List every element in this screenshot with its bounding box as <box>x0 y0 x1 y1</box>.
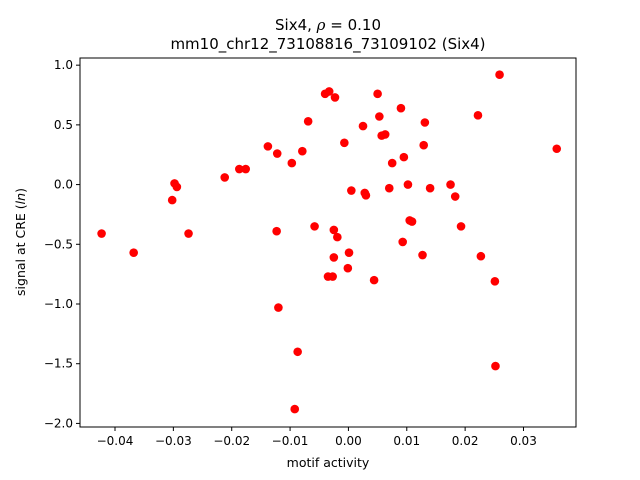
data-point-13 <box>287 158 297 168</box>
x-tick-label-2: −0.02 <box>213 434 250 448</box>
title-value: = 0.10 <box>325 16 381 34</box>
data-point-51 <box>446 180 455 189</box>
data-point-31 <box>358 121 368 131</box>
axes-frame <box>79 57 577 428</box>
y-axis-label-suffix: ) <box>13 188 28 193</box>
data-point-56 <box>490 277 500 286</box>
x-tick-label-1: −0.03 <box>155 434 192 448</box>
points-layer <box>97 70 562 414</box>
y-tick-label-2: −1.0 <box>44 297 73 311</box>
chart-subtitle: mm10_chr12_73108816_73109102 (Six4) <box>170 35 485 54</box>
chart-title: Six4, ρ = 0.10 <box>275 16 381 34</box>
data-point-41 <box>396 103 406 113</box>
x-tick-label-7: 0.03 <box>510 434 537 448</box>
x-tick-label-3: −0.01 <box>272 434 309 448</box>
data-point-55 <box>476 251 486 261</box>
x-tick-label-5: 0.01 <box>393 434 420 448</box>
y-axis-label-italic: ln <box>13 193 28 204</box>
data-point-38 <box>380 130 390 139</box>
x-axis-label: motif activity <box>287 455 370 470</box>
data-point-43 <box>399 152 409 162</box>
y-axis-label-prefix: signal at CRE ( <box>13 204 28 296</box>
data-point-33 <box>361 191 371 200</box>
y-tick-label-0: −2.0 <box>44 416 73 430</box>
data-point-23 <box>329 225 339 235</box>
data-point-42 <box>398 237 407 247</box>
x-tick-label-6: 0.02 <box>452 434 479 448</box>
data-point-48 <box>419 140 429 150</box>
data-point-50 <box>425 183 435 193</box>
data-point-8 <box>241 164 251 174</box>
data-point-4 <box>172 182 182 192</box>
data-point-52 <box>450 192 460 201</box>
data-point-6 <box>220 173 230 182</box>
y-axis-label: signal at CRE (ln) <box>13 188 28 296</box>
data-point-21 <box>324 87 334 96</box>
data-point-26 <box>333 232 342 242</box>
ticks-layer: −0.04 −0.03 −0.02 −0.01 0.00 0.01 0.02 0.03 −2.0… <box>44 58 537 448</box>
data-point-36 <box>375 112 384 121</box>
title-main: Six4, <box>275 16 317 34</box>
data-point-30 <box>347 186 356 195</box>
data-point-15 <box>293 347 302 357</box>
data-point-12 <box>274 303 283 312</box>
data-point-47 <box>418 250 427 260</box>
data-point-7 <box>235 164 244 174</box>
data-point-24 <box>329 253 339 262</box>
data-point-35 <box>373 89 382 99</box>
data-point-39 <box>384 183 394 193</box>
data-point-11 <box>272 149 282 158</box>
data-point-28 <box>343 263 353 273</box>
data-point-0 <box>97 229 106 238</box>
data-point-54 <box>473 111 483 120</box>
y-tick-label-5: 0.5 <box>54 118 73 132</box>
data-point-18 <box>310 222 319 231</box>
data-point-22 <box>328 272 337 281</box>
y-tick-label-1: −1.5 <box>44 357 73 371</box>
y-tick-label-4: 0.0 <box>54 178 73 192</box>
data-point-59 <box>552 144 562 154</box>
x-tick-label-4: 0.00 <box>335 434 362 448</box>
data-point-9 <box>263 142 273 151</box>
data-point-17 <box>303 116 313 126</box>
x-tick-label-0: −0.04 <box>97 434 134 448</box>
y-tick-label-6: 1.0 <box>54 58 73 72</box>
data-point-46 <box>407 217 417 226</box>
data-point-53 <box>456 222 466 231</box>
data-point-27 <box>340 138 349 148</box>
data-point-29 <box>344 248 354 257</box>
y-tick-label-3: −0.5 <box>44 237 73 251</box>
data-point-10 <box>272 226 281 236</box>
data-point-44 <box>403 180 413 189</box>
data-point-5 <box>184 229 193 238</box>
title-rho: ρ <box>316 16 326 34</box>
data-point-57 <box>491 361 500 371</box>
data-point-58 <box>495 70 504 80</box>
data-point-25 <box>330 93 340 102</box>
data-point-34 <box>369 275 379 285</box>
data-point-16 <box>298 146 307 156</box>
data-point-49 <box>420 118 430 127</box>
data-point-40 <box>387 158 397 168</box>
data-point-2 <box>167 195 177 205</box>
data-point-14 <box>290 404 300 414</box>
data-point-1 <box>129 248 138 257</box>
